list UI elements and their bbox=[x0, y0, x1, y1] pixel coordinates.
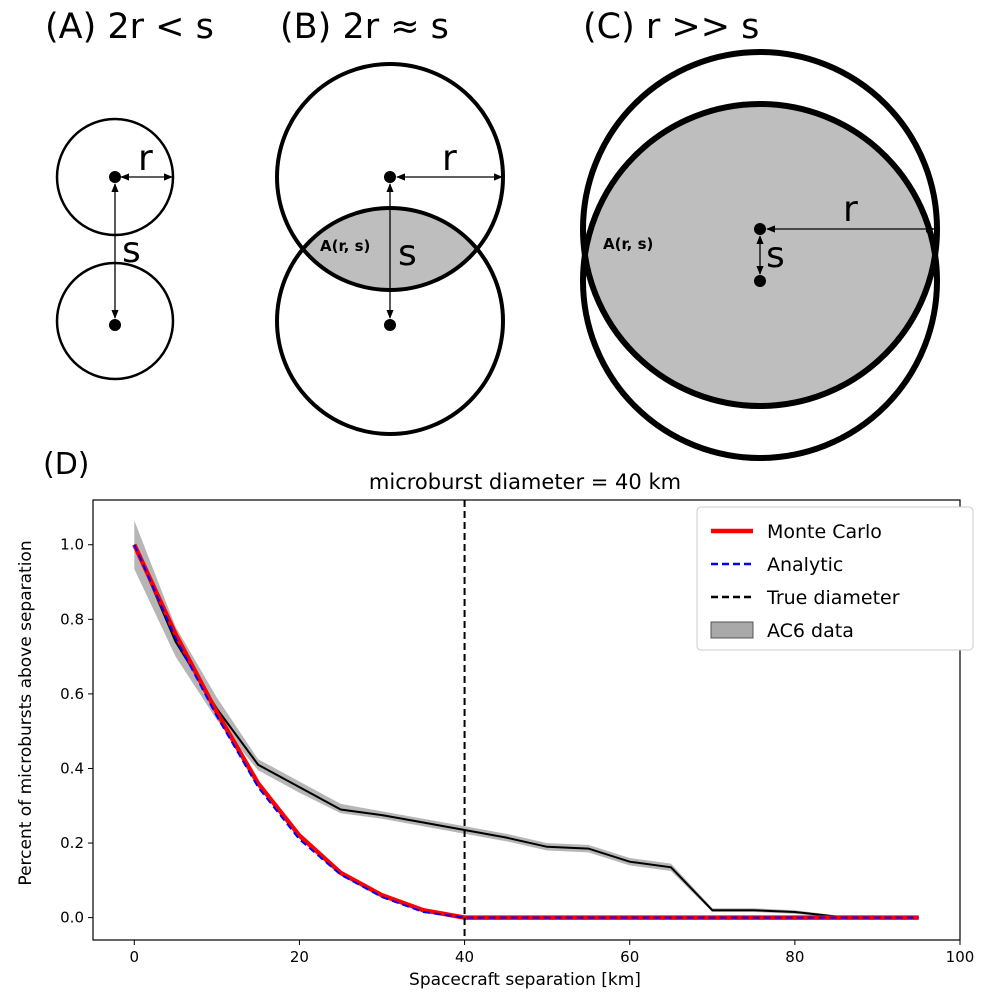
legend-label: AC6 data bbox=[767, 620, 854, 642]
panel-a-title: (A) 2r < s bbox=[45, 7, 214, 47]
x-tick-label: 60 bbox=[620, 948, 639, 966]
y-axis-label: Percent of microbursts above separation bbox=[16, 540, 36, 885]
x-axis-label: Spacecraft separation [km] bbox=[409, 970, 641, 990]
x-tick-label: 0 bbox=[130, 948, 140, 966]
panel-c-top-circle bbox=[580, 49, 940, 409]
x-tick-label: 100 bbox=[946, 948, 975, 966]
legend-swatch-ac6-data bbox=[710, 621, 754, 639]
panel-b-r-label: r bbox=[442, 138, 457, 179]
y-tick-label: 0.0 bbox=[60, 909, 84, 927]
panel-a-r-label: r bbox=[138, 138, 153, 179]
legend-box bbox=[696, 506, 974, 651]
plot-frame bbox=[92, 499, 961, 941]
panel-c-title: (C) r >> s bbox=[583, 7, 759, 47]
x-tick-label: 20 bbox=[290, 948, 309, 966]
panel-c-s-label: s bbox=[766, 235, 785, 276]
panel-a-s-label: s bbox=[122, 230, 141, 271]
y-tick-label: 1.0 bbox=[60, 536, 84, 554]
x-tick-label: 40 bbox=[455, 948, 474, 966]
legend-label: Analytic bbox=[767, 554, 843, 576]
panel-b-title: (B) 2r ≈ s bbox=[280, 7, 449, 47]
y-tick-label: 0.4 bbox=[60, 759, 84, 777]
ac6-data-line bbox=[133, 544, 878, 918]
panel-d: (D) microburst diameter = 40 km 0 20 40 60 8… bbox=[16, 447, 974, 990]
y-tick-label: 0.2 bbox=[60, 834, 84, 852]
panel-b-overlap-area bbox=[277, 208, 503, 290]
panel-d-label: (D) bbox=[43, 447, 90, 482]
panel-c-area-label: A(r, s) bbox=[603, 235, 653, 253]
analytic-line bbox=[133, 544, 919, 919]
panel-c-top-center bbox=[754, 223, 766, 235]
panel-a-bottom-center bbox=[109, 319, 121, 331]
panel-b-bottom-center bbox=[384, 319, 396, 331]
y-tick-label: 0.6 bbox=[60, 685, 84, 703]
y-tick-label: 0.8 bbox=[60, 610, 84, 628]
legend-label: True diameter bbox=[766, 587, 900, 609]
panel-b: (B) 2r ≈ s r s A(r, s) bbox=[275, 7, 505, 436]
x-tick-label: 80 bbox=[785, 948, 804, 966]
panel-b-area-label: A(r, s) bbox=[320, 237, 370, 255]
panel-b-s-label: s bbox=[398, 233, 417, 274]
panel-a-top-center bbox=[109, 171, 121, 183]
panel-c-bottom-circle bbox=[580, 101, 940, 461]
panel-c-bottom-center bbox=[754, 275, 766, 287]
panel-b-top-center bbox=[384, 171, 396, 183]
panel-c-r-label: r bbox=[843, 189, 858, 230]
chart-plot: 0 20 40 60 80 100 0.0 0.2 0.4 0.6 0.8 1.0 Monte Carl… bbox=[60, 499, 975, 966]
chart-title: microburst diameter = 40 km bbox=[369, 470, 681, 494]
panel-a: (A) 2r < s r s bbox=[45, 7, 214, 381]
legend-label: Monte Carlo bbox=[767, 521, 882, 543]
panel-c: (C) r >> s r s A(r, s) bbox=[580, 7, 940, 461]
